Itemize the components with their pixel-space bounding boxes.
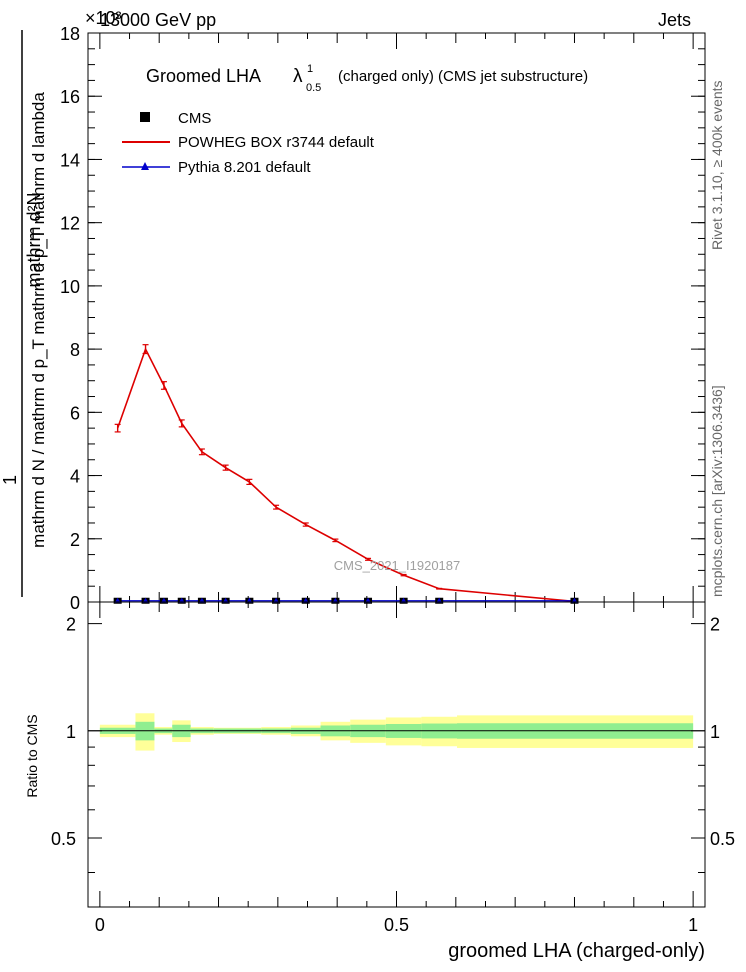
title-sup: 1 — [307, 63, 313, 75]
legend-pythia-marker — [141, 162, 149, 170]
mcplots-label: mcplots.cern.ch [arXiv:1306.3436] — [709, 385, 725, 597]
ylabel-top: mathrm d²N — [24, 192, 44, 287]
ylabel-denominator: mathrm d N / mathrm d p_T mathrm d p_T m… — [29, 92, 48, 548]
main-ylabel: mathrm d²N 1 mathrm d N / mathrm d p_T m… — [0, 30, 48, 597]
ratio-xtick-label: 0.5 — [384, 915, 409, 935]
main-ytick-label: 2 — [70, 530, 80, 550]
main-ytick-label: 14 — [60, 150, 80, 170]
legend-cms-marker — [140, 112, 150, 122]
title-sub: 0.5 — [306, 82, 321, 94]
powheg-line — [116, 347, 575, 603]
legend-pythia-label: Pythia 8.201 default — [178, 159, 311, 176]
analysis-watermark: CMS_2021_I1920187 — [334, 558, 461, 573]
collision-label: 13000 GeV pp — [100, 10, 216, 30]
ratio-xtick-label: 0 — [95, 915, 105, 935]
pythia-point — [365, 597, 372, 603]
rivet-label: Rivet 3.1.10, ≥ 400k events — [709, 80, 725, 250]
plot-title: Groomed LHA λ 1 0.5 (charged only) (CMS … — [146, 63, 588, 94]
process-label: Jets — [658, 10, 691, 30]
title-lambda: λ — [293, 66, 303, 87]
ratio-ylabel: Ratio to CMS — [24, 714, 40, 797]
legend-powheg-label: POWHEG BOX r3744 default — [178, 134, 375, 151]
exponent-label: ×10³ — [85, 8, 122, 28]
pythia-point — [178, 597, 185, 603]
main-ytick-label: 16 — [60, 87, 80, 107]
ratio-ytick-label: 2 — [66, 615, 76, 635]
main-panel: 0 2 4 6 8 10 12 14 16 18 — [60, 24, 706, 613]
pythia-point — [142, 597, 149, 603]
pythia-point — [571, 597, 578, 603]
ratio-panel: 0.5 0.5 1 1 2 2 0 0.5 1 — [51, 601, 735, 935]
main-ytick-label: 18 — [60, 24, 80, 44]
pythia-point — [198, 597, 205, 603]
ratio-ytick-label-right: 2 — [710, 615, 720, 635]
ratio-ytick-label-right: 1 — [710, 722, 720, 742]
main-ytick-label: 12 — [60, 214, 80, 234]
xlabel: groomed LHA (charged-only) — [448, 940, 705, 962]
legend: CMS POWHEG BOX r3744 default Pythia 8.20… — [122, 110, 375, 176]
legend-cms-label: CMS — [178, 110, 211, 127]
ratio-ytick-label: 1 — [66, 722, 76, 742]
pythia-point — [246, 597, 253, 603]
pythia-point — [400, 597, 407, 603]
ratio-xtick-label: 1 — [688, 915, 698, 935]
main-ytick-label: 10 — [60, 277, 80, 297]
main-ytick-label: 4 — [70, 467, 80, 487]
pythia-point — [114, 597, 121, 603]
main-ytick-label: 8 — [70, 340, 80, 360]
pythia-point — [302, 597, 309, 603]
pythia-point — [332, 597, 339, 603]
ratio-ytick-label-right: 0.5 — [710, 829, 735, 849]
main-ytick-label: 6 — [70, 403, 80, 423]
title-rest: (charged only) (CMS jet substructure) — [338, 68, 588, 85]
pythia-point — [436, 597, 443, 603]
ratio-ytick-label: 0.5 — [51, 829, 76, 849]
main-ytick-label: 0 — [70, 593, 80, 613]
pythia-point — [273, 597, 280, 603]
pythia-point — [160, 597, 167, 603]
ratio-frame — [87, 601, 706, 908]
ylabel-numerator: 1 — [0, 475, 20, 485]
title-main: Groomed LHA — [146, 66, 261, 86]
pythia-point — [222, 597, 229, 603]
